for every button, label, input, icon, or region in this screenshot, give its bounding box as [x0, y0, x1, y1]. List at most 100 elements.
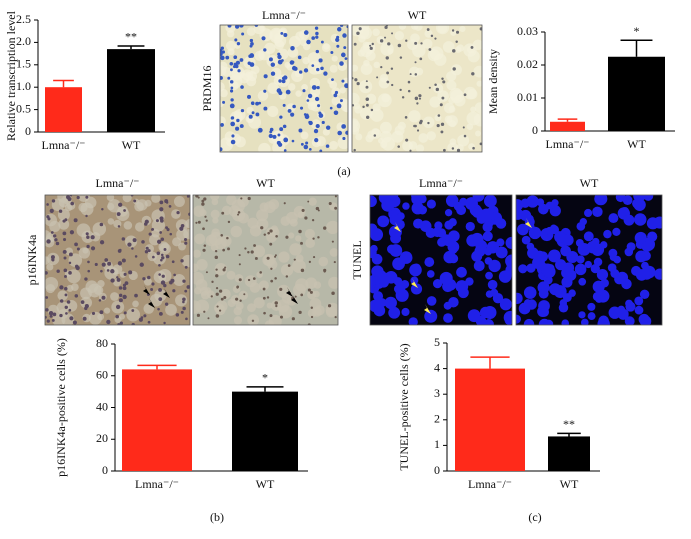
cell [372, 28, 380, 37]
nucleus [100, 269, 103, 273]
nucleus [128, 270, 133, 275]
cell [45, 213, 57, 227]
cell [212, 217, 219, 224]
nucleus [323, 71, 328, 76]
image-title: WT [408, 8, 427, 22]
nucleus [600, 241, 608, 249]
y-tick-label: 2.0 [16, 34, 31, 48]
nucleus [202, 227, 205, 231]
nucleus [317, 104, 321, 108]
arrowhead [424, 304, 431, 314]
nucleus [285, 89, 291, 95]
nucleus [580, 318, 589, 325]
cell [295, 235, 302, 242]
nucleus [98, 299, 102, 302]
nucleus [554, 231, 566, 243]
nucleus [243, 293, 246, 296]
cell [437, 90, 449, 102]
cell [337, 136, 348, 150]
cell [256, 218, 269, 231]
cell [408, 141, 418, 150]
nucleus [608, 248, 618, 258]
nucleus [91, 311, 96, 316]
nucleus [281, 79, 286, 84]
cell [359, 107, 373, 120]
nucleus [101, 295, 106, 300]
nucleus [625, 299, 633, 308]
nucleus [215, 287, 219, 290]
nucleus [90, 235, 95, 240]
nucleus [452, 67, 456, 71]
nucleus [45, 296, 49, 299]
nucleus [455, 30, 460, 34]
nucleus [396, 282, 406, 292]
nucleus [233, 55, 238, 60]
nucleus [546, 264, 555, 272]
nucleus [158, 288, 162, 292]
cell [379, 121, 392, 134]
nucleus [407, 80, 411, 84]
nucleus [184, 265, 188, 269]
nucleus [255, 101, 260, 106]
nucleus [307, 288, 311, 292]
nucleus [306, 99, 310, 102]
nucleus [539, 307, 550, 317]
cell [398, 25, 407, 30]
nucleus [237, 69, 241, 73]
cell [165, 304, 177, 316]
nucleus [492, 292, 504, 304]
nucleus [566, 251, 579, 264]
nucleus [482, 231, 493, 242]
nucleus [147, 249, 151, 253]
cell [295, 278, 309, 292]
nucleus [465, 197, 478, 210]
nucleus [182, 300, 185, 304]
cell [194, 286, 202, 295]
nucleus [370, 195, 377, 208]
nucleus [616, 271, 629, 284]
nucleus [161, 253, 164, 257]
nucleus [261, 36, 266, 41]
nucleus [161, 274, 165, 278]
image-title: WT [256, 176, 275, 190]
cell [365, 93, 377, 104]
nucleus [587, 302, 596, 311]
nucleus [180, 259, 184, 263]
cell [231, 66, 245, 80]
nucleus [279, 127, 284, 132]
nucleus [230, 68, 233, 72]
cell [474, 102, 482, 114]
nucleus [131, 322, 135, 325]
nucleus [442, 80, 446, 84]
nucleus [220, 297, 224, 301]
cell [144, 199, 152, 207]
cell [476, 80, 482, 87]
nucleus [86, 235, 90, 239]
x-tick-label: WT [627, 137, 646, 151]
nucleus [229, 89, 234, 93]
nucleus [506, 258, 512, 269]
cell [143, 277, 152, 286]
nucleus [63, 249, 67, 254]
nucleus [430, 34, 434, 38]
nucleus [247, 278, 251, 282]
nucleus [381, 198, 395, 212]
nucleus [122, 286, 127, 291]
nucleus [59, 285, 64, 290]
cell [328, 276, 338, 289]
nucleus [325, 125, 331, 130]
nucleus [99, 240, 105, 245]
nucleus [384, 296, 397, 310]
nucleus [279, 287, 283, 291]
nucleus [345, 130, 348, 135]
nucleus [437, 114, 441, 117]
nucleus [254, 25, 259, 27]
cell [359, 79, 373, 94]
nucleus [310, 306, 314, 309]
cell [258, 280, 269, 291]
nucleus [270, 279, 274, 283]
nucleus [418, 121, 423, 125]
nucleus [262, 296, 266, 300]
nucleus [291, 60, 295, 64]
cell [448, 96, 456, 104]
